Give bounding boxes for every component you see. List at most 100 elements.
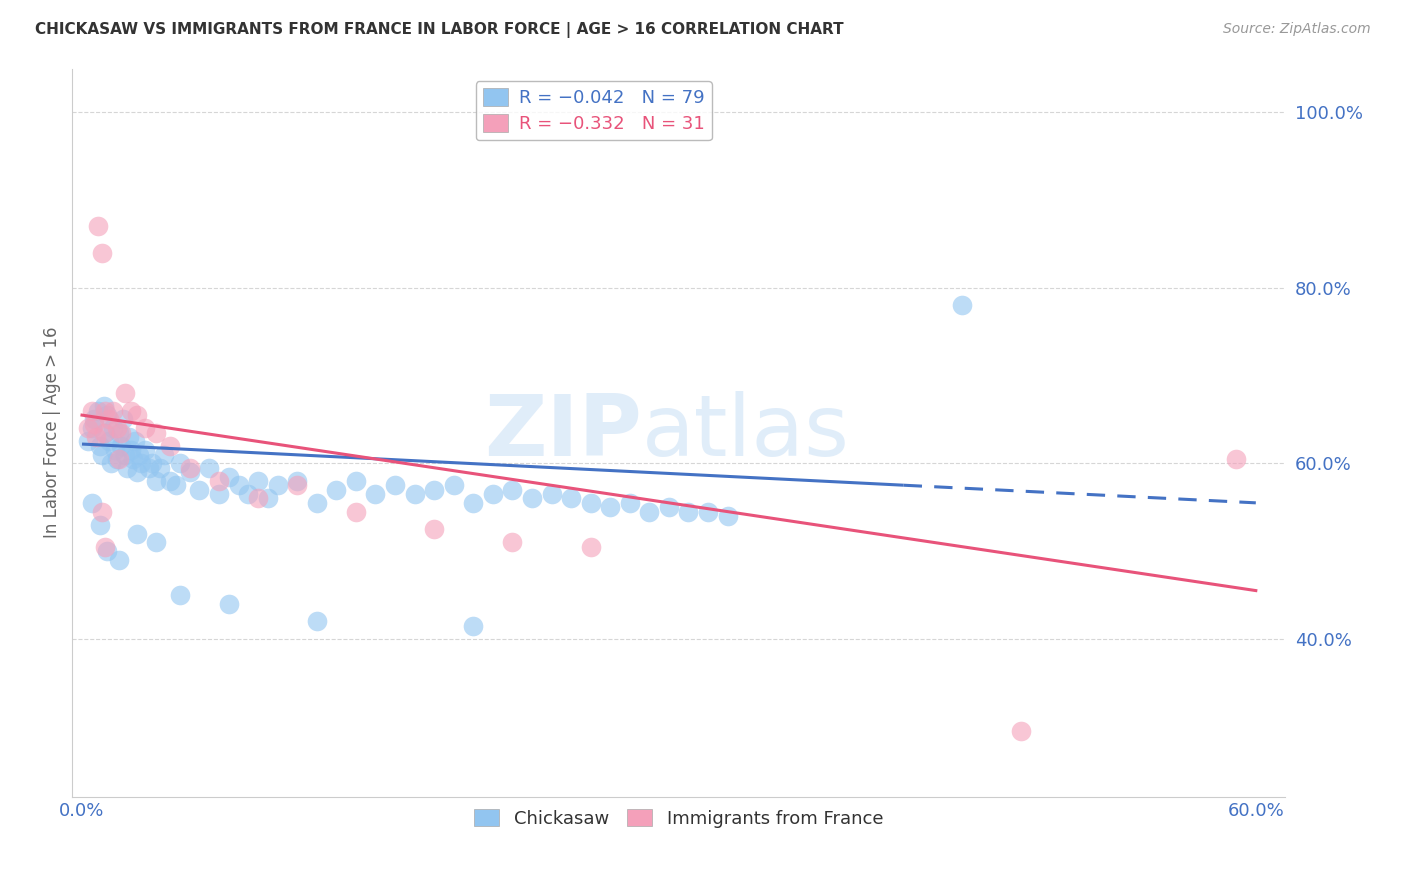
Point: [208, 487, 231, 501]
Point: [120, 443, 142, 458]
Point: [716, 508, 738, 523]
Point: [165, 478, 187, 492]
Point: [285, 478, 308, 492]
Point: [80, 403, 103, 417]
Point: [179, 460, 201, 475]
Point: [134, 421, 156, 435]
Point: [145, 474, 167, 488]
Point: [384, 478, 406, 492]
Point: [115, 460, 138, 475]
Point: [463, 496, 485, 510]
Point: [179, 465, 201, 479]
Point: [145, 535, 167, 549]
Point: [159, 474, 181, 488]
Point: [423, 483, 446, 497]
Point: [344, 474, 367, 488]
Point: [96, 408, 118, 422]
Point: [93, 425, 115, 440]
Point: [198, 460, 221, 475]
Point: [94, 425, 117, 440]
Legend: Chickasaw, Immigrants from France: Chickasaw, Immigrants from France: [467, 802, 890, 835]
Point: [124, 434, 146, 449]
Point: [125, 465, 148, 479]
Point: [114, 448, 136, 462]
Point: [83, 417, 105, 431]
Point: [94, 540, 117, 554]
Point: [423, 522, 446, 536]
Point: [619, 496, 641, 510]
Point: [138, 460, 160, 475]
Point: [247, 491, 270, 506]
Point: [599, 500, 621, 515]
Point: [93, 400, 115, 414]
Point: [110, 425, 132, 440]
Point: [89, 439, 111, 453]
Point: [98, 412, 121, 426]
Y-axis label: In Labor Force | Age > 16: In Labor Force | Age > 16: [44, 326, 60, 539]
Point: [501, 535, 523, 549]
Point: [678, 505, 700, 519]
Point: [125, 526, 148, 541]
Point: [77, 421, 100, 435]
Point: [228, 478, 250, 492]
Point: [560, 491, 582, 506]
Point: [697, 505, 720, 519]
Point: [77, 434, 100, 449]
Point: [169, 456, 191, 470]
Point: [112, 412, 135, 426]
Point: [364, 487, 387, 501]
Point: [579, 496, 602, 510]
Point: [129, 456, 152, 470]
Text: ZIP: ZIP: [485, 392, 643, 475]
Point: [80, 421, 103, 435]
Point: [325, 483, 347, 497]
Point: [950, 298, 973, 312]
Point: [520, 491, 543, 506]
Point: [100, 456, 122, 470]
Point: [114, 386, 136, 401]
Point: [501, 483, 523, 497]
Point: [285, 474, 308, 488]
Point: [90, 448, 112, 462]
Point: [238, 487, 260, 501]
Point: [247, 474, 270, 488]
Text: CHICKASAW VS IMMIGRANTS FROM FRANCE IN LABOR FORCE | AGE > 16 CORRELATION CHART: CHICKASAW VS IMMIGRANTS FROM FRANCE IN L…: [35, 22, 844, 38]
Point: [658, 500, 681, 515]
Point: [1225, 452, 1247, 467]
Point: [134, 443, 156, 458]
Point: [128, 448, 150, 462]
Point: [84, 430, 107, 444]
Point: [108, 425, 131, 440]
Point: [89, 517, 111, 532]
Point: [122, 452, 145, 467]
Point: [103, 403, 125, 417]
Point: [110, 439, 132, 453]
Point: [638, 505, 661, 519]
Text: Source: ZipAtlas.com: Source: ZipAtlas.com: [1223, 22, 1371, 37]
Point: [540, 487, 562, 501]
Point: [218, 597, 240, 611]
Point: [404, 487, 426, 501]
Point: [266, 478, 288, 492]
Point: [344, 505, 367, 519]
Point: [141, 456, 163, 470]
Point: [153, 448, 176, 462]
Point: [90, 505, 112, 519]
Point: [94, 403, 117, 417]
Point: [86, 219, 108, 234]
Point: [188, 483, 211, 497]
Point: [482, 487, 505, 501]
Point: [108, 553, 131, 567]
Point: [257, 491, 280, 506]
Point: [1010, 723, 1032, 738]
Point: [443, 478, 465, 492]
Point: [579, 540, 602, 554]
Point: [169, 588, 191, 602]
Point: [120, 403, 142, 417]
Point: [104, 443, 127, 458]
Point: [108, 452, 131, 467]
Point: [159, 439, 181, 453]
Point: [103, 421, 125, 435]
Point: [149, 460, 172, 475]
Point: [105, 452, 128, 467]
